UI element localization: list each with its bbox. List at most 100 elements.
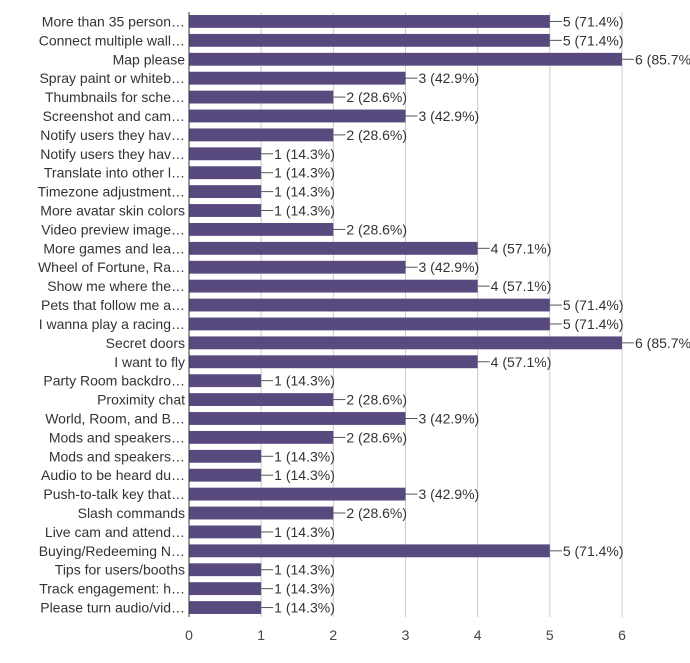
category-label: Thumbnails for sche… xyxy=(45,89,185,105)
value-label: 3 (42.9%) xyxy=(419,70,480,86)
value-label: 5 (71.4%) xyxy=(563,297,624,313)
x-tick-label: 4 xyxy=(474,627,482,643)
category-label: More games and lea… xyxy=(43,240,185,256)
bar[interactable] xyxy=(189,336,622,350)
bar[interactable] xyxy=(189,544,550,558)
value-label: 1 (14.3%) xyxy=(274,203,335,219)
value-label: 4 (57.1%) xyxy=(491,278,552,294)
bar[interactable] xyxy=(189,260,406,274)
category-label: Map please xyxy=(113,51,186,67)
value-label: 1 (14.3%) xyxy=(274,524,335,540)
category-label: Video preview image… xyxy=(41,221,185,237)
category-label: Buying/Redeeming N… xyxy=(39,543,185,559)
category-label: More than 35 person… xyxy=(42,13,185,29)
bar[interactable] xyxy=(189,166,262,180)
bar[interactable] xyxy=(189,412,406,425)
bar[interactable] xyxy=(189,317,550,331)
value-label: 2 (28.6%) xyxy=(346,429,407,445)
bar[interactable] xyxy=(189,506,334,520)
bar[interactable] xyxy=(189,279,478,293)
category-label: Mods and speakers… xyxy=(49,448,185,464)
x-tick-label: 6 xyxy=(618,627,626,643)
category-label: Push-to-talk key that… xyxy=(43,486,185,502)
value-label: 1 (14.3%) xyxy=(274,146,335,162)
category-label: Proximity chat xyxy=(97,392,185,408)
category-label: Timezone adjustment… xyxy=(38,184,185,200)
value-label: 2 (28.6%) xyxy=(346,392,407,408)
value-label: 2 (28.6%) xyxy=(346,89,407,105)
category-label: Screenshot and cam… xyxy=(43,108,185,124)
category-label: Audio to be heard du… xyxy=(41,467,185,483)
category-label: Tips for users/booths xyxy=(55,562,185,578)
category-label: Translate into other l… xyxy=(44,165,185,181)
value-label: 2 (28.6%) xyxy=(346,221,407,237)
x-tick-label: 0 xyxy=(185,627,193,643)
category-label: Please turn audio/vid… xyxy=(40,600,185,616)
value-label: 5 (71.4%) xyxy=(563,543,624,559)
bar[interactable] xyxy=(189,355,478,369)
bar[interactable] xyxy=(189,52,622,66)
value-label: 5 (71.4%) xyxy=(563,13,624,29)
bar[interactable] xyxy=(189,430,334,444)
value-label: 6 (85.7% xyxy=(635,51,690,67)
category-label: Show me where the… xyxy=(47,278,185,294)
bar[interactable] xyxy=(189,563,262,577)
bar[interactable] xyxy=(189,487,406,501)
value-label: 2 (28.6%) xyxy=(346,127,407,143)
value-label: 1 (14.3%) xyxy=(274,581,335,597)
value-label: 6 (85.7% xyxy=(635,335,690,351)
bar[interactable] xyxy=(189,601,262,614)
value-label: 1 (14.3%) xyxy=(274,562,335,578)
bar[interactable] xyxy=(189,525,262,539)
category-label: Mods and speakers… xyxy=(49,429,185,445)
value-label: 1 (14.3%) xyxy=(274,448,335,464)
category-label: I want to fly xyxy=(114,354,185,370)
x-tick-label: 5 xyxy=(546,627,554,643)
value-label: 4 (57.1%) xyxy=(491,354,552,370)
value-label: 1 (14.3%) xyxy=(274,184,335,200)
bar[interactable] xyxy=(189,33,550,47)
value-label: 1 (14.3%) xyxy=(274,467,335,483)
value-label: 5 (71.4%) xyxy=(563,32,624,48)
category-label: Notify users they hav… xyxy=(40,146,185,162)
bar[interactable] xyxy=(189,15,550,28)
bar[interactable] xyxy=(189,90,334,104)
bar[interactable] xyxy=(189,449,262,463)
category-label: Live cam and attend… xyxy=(45,524,185,540)
bar[interactable] xyxy=(189,71,406,85)
bar[interactable] xyxy=(189,582,262,596)
category-label: Track engagement: h… xyxy=(39,581,185,597)
bar[interactable] xyxy=(189,222,334,236)
category-label: Slash commands xyxy=(78,505,185,521)
bar[interactable] xyxy=(189,185,262,199)
category-label: Secret doors xyxy=(106,335,185,351)
category-label: Notify users they hav… xyxy=(40,127,185,143)
bar[interactable] xyxy=(189,128,334,142)
bar[interactable] xyxy=(189,468,262,482)
bar[interactable] xyxy=(189,393,334,407)
bar[interactable] xyxy=(189,298,550,312)
x-tick-label: 2 xyxy=(329,627,337,643)
category-label: More avatar skin colors xyxy=(40,203,185,219)
value-label: 4 (57.1%) xyxy=(491,240,552,256)
category-label: I wanna play a racing… xyxy=(39,316,185,332)
value-label: 3 (42.9%) xyxy=(419,486,480,502)
value-label: 1 (14.3%) xyxy=(274,165,335,181)
category-label: Wheel of Fortune, Ra… xyxy=(38,259,185,275)
bar[interactable] xyxy=(189,241,478,255)
value-label: 2 (28.6%) xyxy=(346,505,407,521)
category-label: World, Room, and B… xyxy=(45,410,185,426)
bar[interactable] xyxy=(189,109,406,123)
category-label: Connect multiple wall… xyxy=(39,32,185,48)
value-label: 5 (71.4%) xyxy=(563,316,624,332)
value-label: 1 (14.3%) xyxy=(274,373,335,389)
category-label: Pets that follow me a… xyxy=(41,297,185,313)
category-label: Party Room backdro… xyxy=(43,373,185,389)
value-label: 1 (14.3%) xyxy=(274,600,335,616)
bar[interactable] xyxy=(189,204,262,217)
x-tick-label: 3 xyxy=(402,627,410,643)
bar[interactable] xyxy=(189,374,262,388)
category-label: Spray paint or whiteb… xyxy=(39,70,185,86)
bar[interactable] xyxy=(189,147,262,161)
